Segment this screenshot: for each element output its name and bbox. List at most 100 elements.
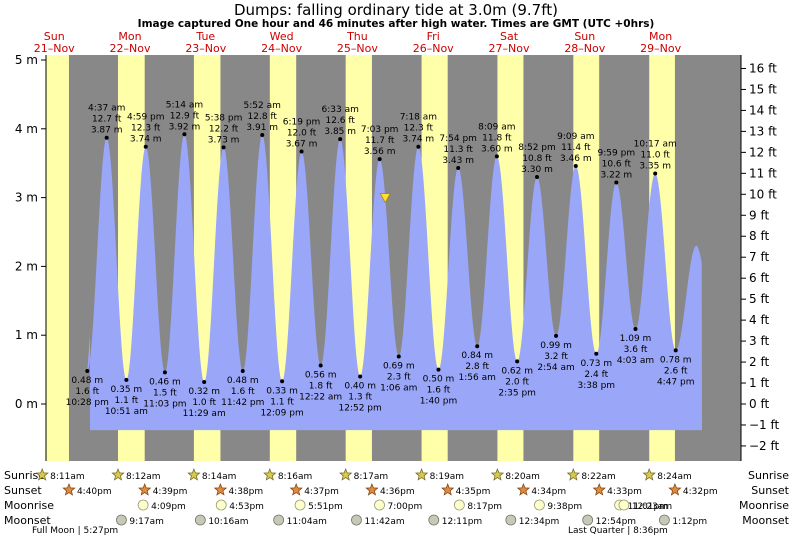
tide-time: 5:14 am	[166, 100, 203, 110]
tide-time: 8:52 pm	[518, 143, 556, 153]
y-tick-label-left: 3 m	[15, 191, 38, 205]
sunrise-icon	[187, 468, 201, 481]
tide-height-m: 0.78 m	[660, 355, 692, 365]
sunrise-icon	[263, 468, 277, 481]
tide-point	[299, 149, 304, 154]
tide-time: 4:37 am	[88, 104, 125, 114]
sunrise-time: 8:11am	[50, 472, 85, 482]
tide-height-m: 3.30 m	[521, 165, 553, 175]
tide-height-ft: 1.0 ft	[192, 398, 216, 408]
tide-height-m: 0.62 m	[501, 366, 533, 376]
tide-time: 10:51 am	[105, 407, 148, 417]
tide-point	[202, 379, 207, 384]
sunset-time: 4:32pm	[683, 487, 718, 497]
moon-phase-label: Full Moon | 5:27pm	[32, 526, 118, 536]
tide-height-ft: 2.8 ft	[465, 362, 489, 372]
sunset-icon	[213, 483, 228, 496]
tide-time: 2:54 am	[537, 363, 574, 373]
daylight-band	[46, 55, 69, 461]
sunrise-icon	[566, 468, 580, 481]
day-date: 21–Nov	[34, 42, 75, 55]
day-date: 28–Nov	[564, 42, 605, 55]
tide-height-m: 3.74 m	[403, 135, 435, 145]
tide-point	[573, 163, 578, 168]
tide-time: 4:47 pm	[657, 377, 695, 387]
tide-height-ft: 11.3 ft	[443, 145, 473, 155]
tide-height-ft: 1.1 ft	[115, 396, 139, 406]
moonrise-icon	[215, 499, 227, 511]
y-tick-label-right: 0 ft	[749, 397, 769, 411]
tide-point	[396, 354, 401, 359]
tide-point	[338, 137, 343, 142]
moonset-icon	[273, 514, 285, 526]
tide-point	[240, 368, 245, 373]
moonset-icon	[351, 514, 362, 526]
tide-height-ft: 2.6 ft	[664, 366, 688, 376]
sunset-time: 4:37pm	[304, 487, 339, 497]
chart-subtitle: Image captured One hour and 46 minutes a…	[138, 18, 655, 30]
tide-height-m: 0.46 m	[149, 377, 181, 387]
moonrise-icon	[137, 499, 149, 511]
sunset-time: 4:35pm	[456, 487, 491, 497]
moonset-icon	[659, 514, 670, 526]
tide-height-m: 0.50 m	[423, 375, 455, 385]
y-tick-label-left: 0 m	[15, 397, 38, 411]
day-name: Sun	[574, 30, 595, 43]
y-tick-label-right: 2 ft	[749, 355, 769, 369]
tide-point	[436, 367, 441, 372]
day-date: 24–Nov	[261, 42, 302, 55]
tide-height-m: 3.60 m	[481, 144, 513, 154]
moonrise-icon	[374, 499, 385, 511]
tide-height-ft: 1.5 ft	[153, 388, 177, 398]
y-tick-label-right: 16 ft	[749, 61, 777, 75]
y-tick-label-right: 5 ft	[749, 292, 769, 306]
tide-time: 4:03 am	[617, 356, 654, 366]
tide-point	[124, 377, 129, 382]
day-name: Tue	[195, 30, 215, 43]
tide-point	[633, 327, 638, 332]
tide-point	[494, 154, 499, 159]
tide-point	[673, 348, 678, 353]
tide-point	[280, 379, 285, 384]
row-label-left: Moonrise	[4, 499, 54, 512]
sunrise-time: 8:22am	[581, 472, 616, 482]
day-date: 26–Nov	[413, 42, 454, 55]
tide-height-ft: 1.1 ft	[270, 397, 294, 407]
tide-height-ft: 12.3 ft	[404, 124, 434, 134]
tide-height-m: 3.43 m	[442, 156, 474, 166]
tide-height-m: 0.84 m	[461, 351, 493, 361]
tide-height-m: 3.46 m	[560, 154, 592, 164]
tide-point	[614, 180, 619, 185]
tide-height-m: 3.35 m	[639, 162, 671, 172]
moonset-time: 1:12pm	[672, 517, 707, 527]
sunset-icon	[441, 483, 455, 496]
y-tick-label-right: 12 ft	[749, 145, 777, 159]
tide-time: 6:19 pm	[283, 118, 321, 128]
tide-time: 5:52 am	[244, 101, 281, 111]
row-label-right: Moonrise	[739, 499, 789, 512]
moonset-time: 11:42am	[364, 517, 404, 527]
tide-height-ft: 10.6 ft	[602, 159, 632, 169]
moonrise-icon	[453, 499, 465, 511]
row-label-left: Sunset	[4, 484, 42, 497]
y-tick-label-right: −2 ft	[749, 439, 780, 453]
moonset-time: 12:11pm	[442, 517, 482, 527]
tide-time: 9:59 pm	[598, 148, 636, 158]
tide-height-ft: 12.6 ft	[325, 116, 355, 126]
moonrise-time: 8:17pm	[467, 502, 502, 512]
y-tick-label-right: 10 ft	[749, 187, 777, 201]
tide-point	[358, 374, 363, 379]
day-date: 29–Nov	[640, 42, 681, 55]
tide-point	[182, 132, 187, 137]
sunrise-icon	[339, 468, 353, 481]
tide-time: 11:03 pm	[143, 399, 186, 409]
moonrise-time: 12:23am	[632, 502, 672, 512]
y-tick-label-right: 3 ft	[749, 334, 769, 348]
sunset-time: 4:33pm	[607, 487, 642, 497]
sunset-time: 4:39pm	[153, 487, 188, 497]
moonset-time: 12:54pm	[596, 517, 636, 527]
sunset-icon	[365, 483, 379, 496]
y-tick-label-left: 5 m	[15, 53, 38, 67]
moonrise-time: 4:09pm	[151, 502, 186, 512]
tide-height-m: 0.48 m	[71, 376, 103, 386]
